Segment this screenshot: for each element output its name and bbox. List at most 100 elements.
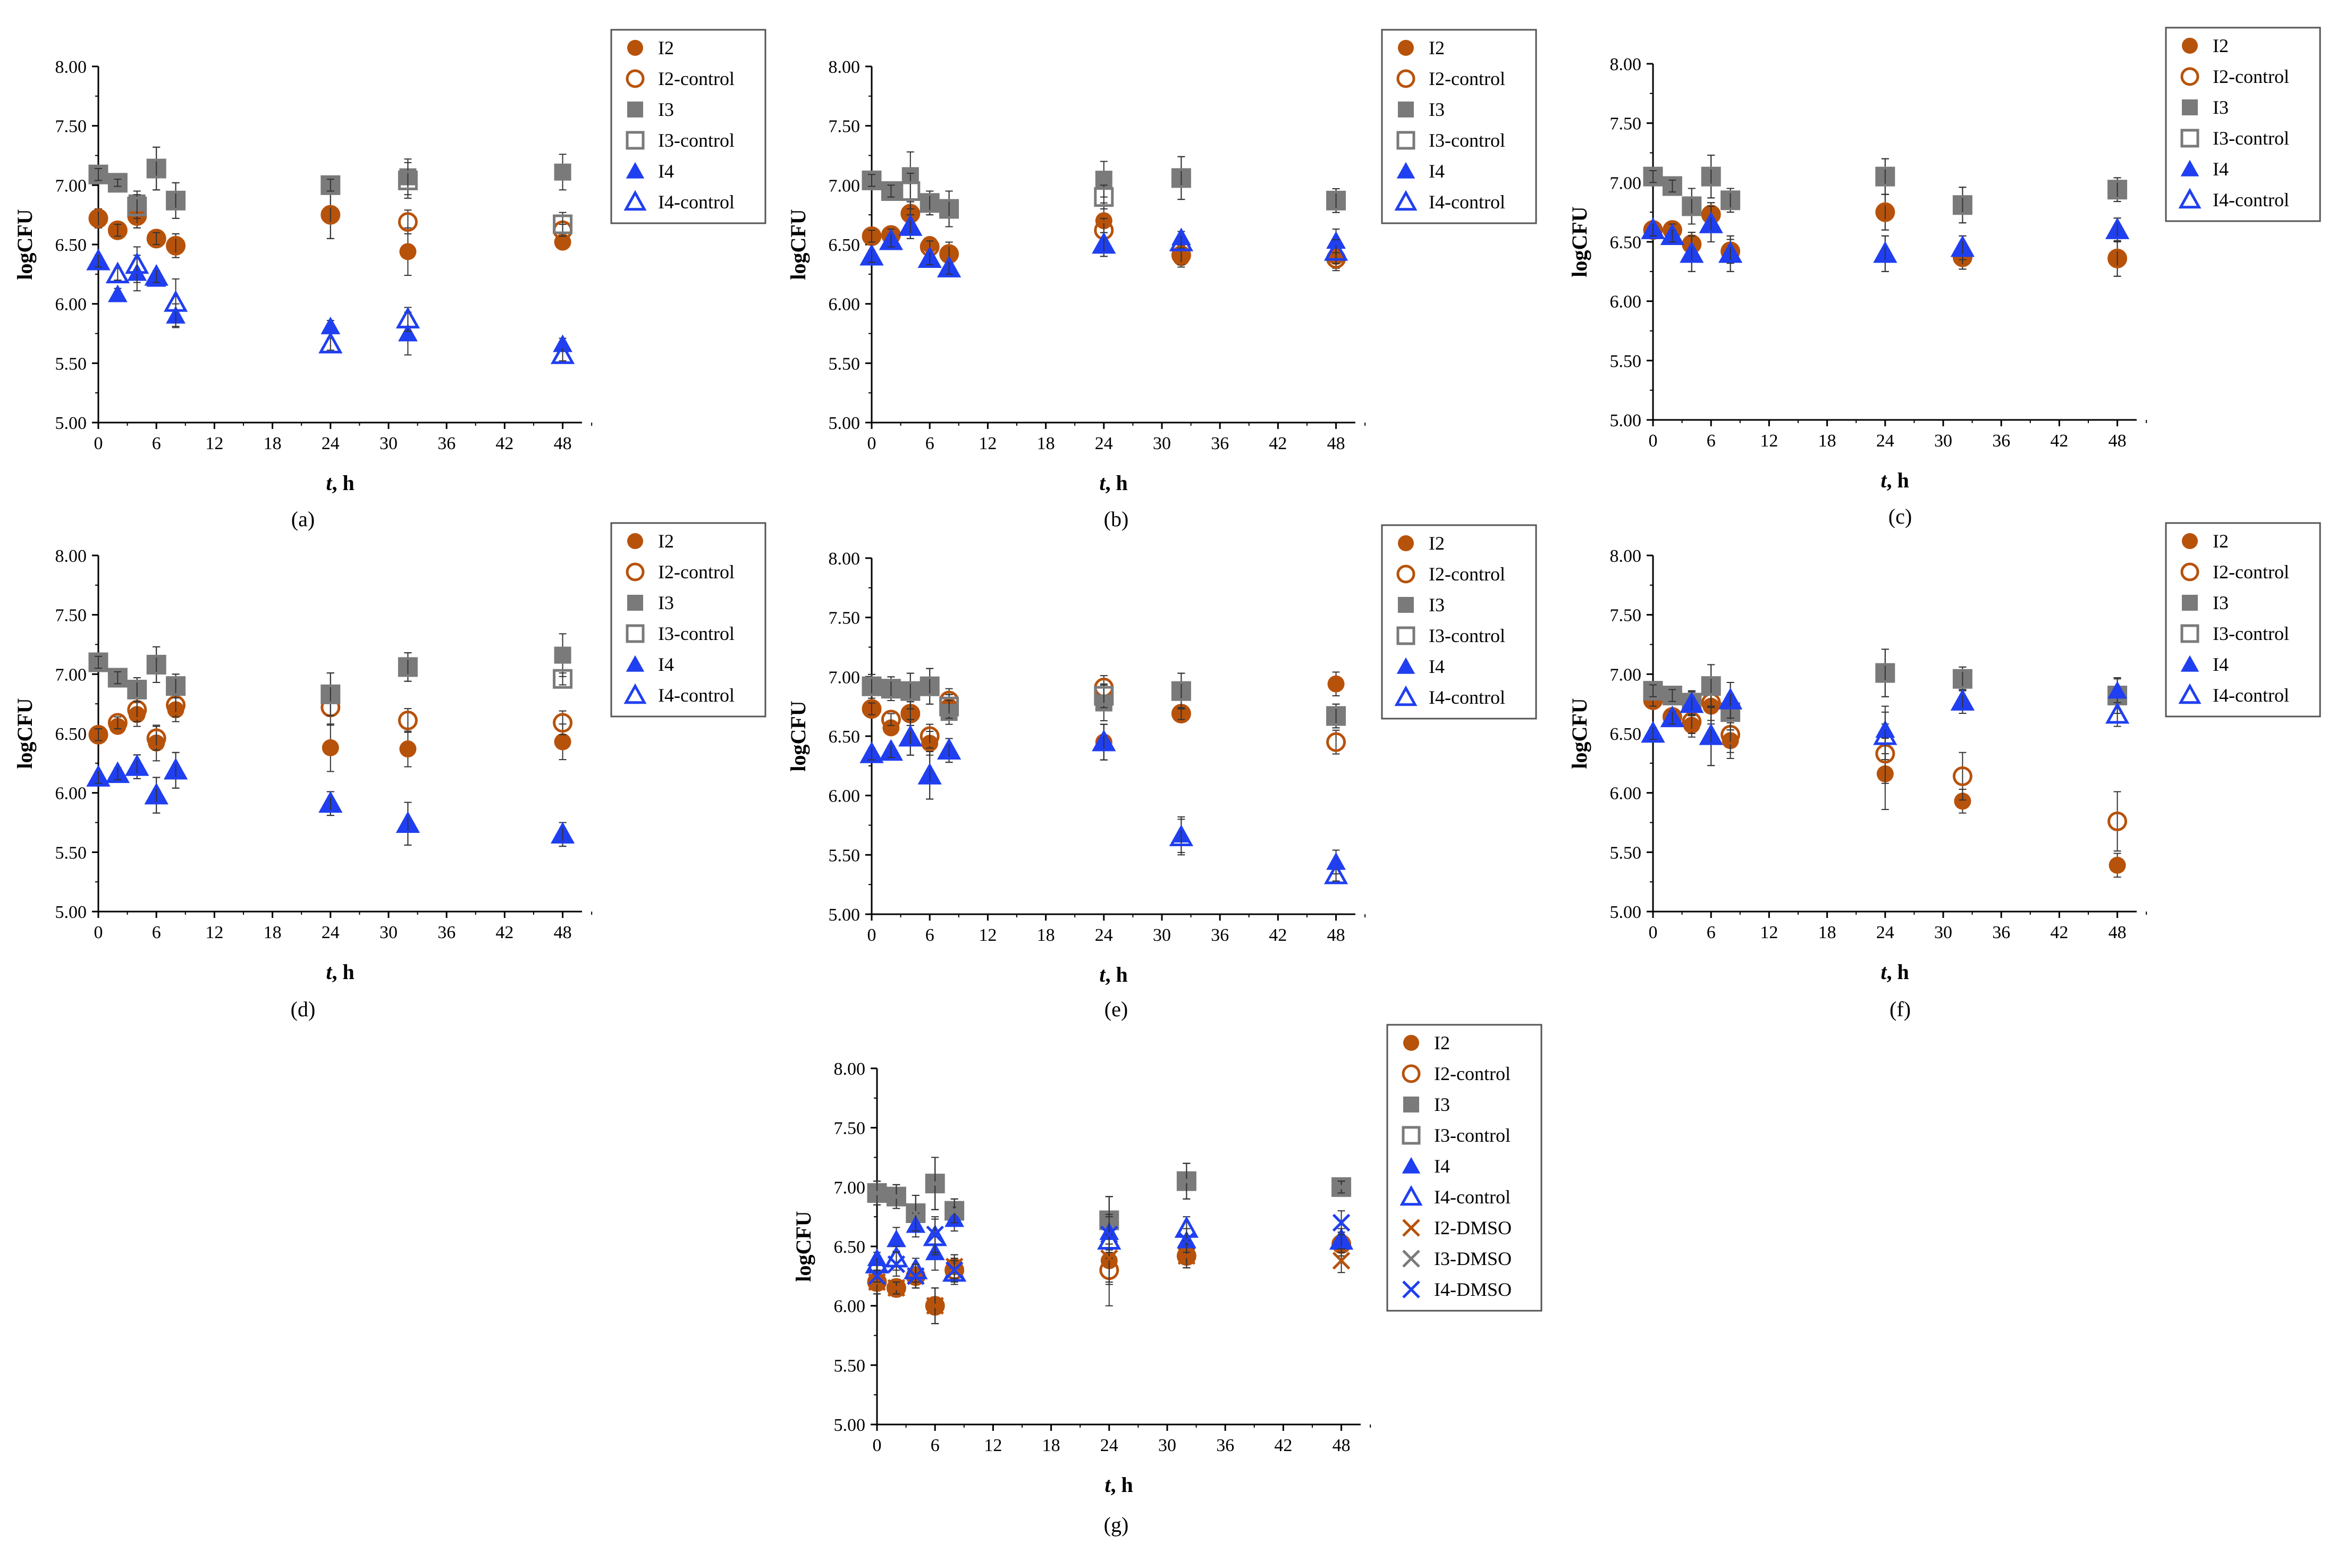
data-point-I3-control <box>939 696 959 716</box>
legend-marker-I2-control <box>1396 69 1415 88</box>
panel-d: 5.00 5.50 6.00 6.50 7.00 7.50 8.00 0 6 12 18 24 30 36… <box>13 522 766 1021</box>
data-point-I3-control <box>881 181 901 201</box>
legend-marker-I2 <box>1403 1035 1419 1051</box>
series-I4-control <box>1641 681 2130 766</box>
legend-label: I2-control <box>2213 66 2289 87</box>
series-I2-control <box>88 190 573 258</box>
x-axis-label: t, h <box>1880 468 1909 492</box>
data-point-I4 <box>887 1229 906 1247</box>
y-tick-label: 8.00 <box>1610 55 1642 74</box>
legend-marker-I3 <box>1398 597 1414 613</box>
legend-label: I4-control <box>1429 191 1505 213</box>
series-I4-control <box>859 214 1348 277</box>
x-tick-label: 18 <box>1818 431 1836 451</box>
legend-label: I4-control <box>1429 687 1505 708</box>
legend-marker-I2-control <box>2180 562 2199 581</box>
x-tick-label: 0 <box>873 1436 882 1455</box>
legend-marker-I3-DMSO <box>1402 1250 1420 1268</box>
data-point-I3-control <box>88 164 108 184</box>
data-point-I4-control <box>1873 723 1898 745</box>
data-point-I3-control <box>881 679 901 699</box>
data-point-I4-control <box>550 342 575 364</box>
y-tick-label: 7.50 <box>1610 114 1642 134</box>
series-I4-control <box>86 752 575 847</box>
x-tick-label: 12 <box>205 434 223 453</box>
data-point-I4-control <box>1699 211 1723 233</box>
data-point-I4-control <box>163 290 188 312</box>
data-point-I4-control <box>550 822 575 844</box>
data-point-I4-control <box>1169 229 1194 251</box>
x-tick-label: 36 <box>437 434 456 453</box>
x-tick-label: 42 <box>495 434 513 453</box>
panel-e: 5.00 5.50 6.00 6.50 7.00 7.50 8.00 0 6 12 18 24 30 36… <box>786 524 1537 1021</box>
x-tick-label: 24 <box>1100 1436 1118 1455</box>
data-point-I4-control <box>144 782 168 805</box>
legend-label: I2-control <box>658 68 735 89</box>
data-point-I4-control <box>2105 217 2130 239</box>
data-point-I2 <box>2109 856 2126 874</box>
legend-label: I3-DMSO <box>1434 1248 1512 1269</box>
legend-marker-I4 <box>1402 1157 1421 1174</box>
y-tick-label: 7.50 <box>829 117 861 137</box>
data-point-I3-control <box>107 668 128 688</box>
data-point-I3-DMSO <box>926 1174 944 1193</box>
data-point-I4-control <box>859 243 884 266</box>
data-point-I2-control <box>862 699 882 719</box>
y-tick-label: 8.00 <box>55 546 87 566</box>
legend-label: I2 <box>2213 35 2229 56</box>
legend-marker-I4-control <box>623 190 647 211</box>
y-tick-label: 7.00 <box>1610 665 1642 685</box>
data-point-I3 <box>554 163 571 181</box>
data-point-I4-control <box>105 262 130 284</box>
panel-f: 5.00 5.50 6.00 6.50 7.00 7.50 8.00 0 6 12 18 24 30 36… <box>1567 522 2321 1021</box>
legend-marker-I2-control <box>626 69 645 88</box>
data-point-I4-control <box>86 248 111 271</box>
data-point-I3-control <box>1952 195 1972 215</box>
legend: I2 I2-control I3 I3-control I4 I4-control I2-D… <box>1386 1024 1542 1312</box>
legend-marker-I4-control <box>1394 685 1418 706</box>
data-point-I4 <box>1326 852 1346 870</box>
y-tick-label: 5.00 <box>829 905 861 925</box>
x-tick-label: 30 <box>1934 431 1952 451</box>
y-tick-label: 8.00 <box>55 57 87 77</box>
legend-marker-I4 <box>1396 162 1415 179</box>
x-tick-label: 6 <box>152 434 161 453</box>
data-point-I4-control <box>1873 241 1898 263</box>
data-point-I3-control <box>1326 706 1346 726</box>
x-tick-label: 24 <box>322 923 340 942</box>
x-tick-label: 6 <box>1707 431 1716 451</box>
data-point-I3-control <box>398 657 418 677</box>
data-point-I2-control <box>88 724 108 745</box>
y-tick-label: 5.00 <box>55 903 87 922</box>
data-point-I4 <box>2107 681 2127 699</box>
y-tick-label: 6.00 <box>834 1297 866 1317</box>
legend-label: I2 <box>1429 533 1445 554</box>
y-tick-label: 8.00 <box>1610 546 1642 566</box>
x-tick-label: 36 <box>1992 923 2010 942</box>
legend: I2 I2-control I3 I3-control I4 I4-control <box>1381 524 1537 720</box>
legend-label: I3 <box>2213 592 2229 613</box>
data-point-I3-control <box>146 158 166 179</box>
x-tick-label: 12 <box>1760 431 1778 451</box>
legend-label: I4-control <box>2213 685 2289 706</box>
series-I3-control <box>88 646 573 716</box>
x-tick-label: 6 <box>931 1436 940 1455</box>
x-tick-label: 48 <box>554 434 572 453</box>
data-point-I3-DMSO <box>1332 1178 1351 1196</box>
data-point-I4-control <box>1323 862 1348 884</box>
legend-marker-I3-control <box>626 624 645 643</box>
data-point-I3 <box>554 646 571 664</box>
x-tick-label: 42 <box>2050 923 2068 942</box>
data-point-I4-control <box>859 741 884 763</box>
series-I3-DMSO <box>868 1157 1351 1245</box>
data-point-I4-control <box>1718 241 1743 263</box>
x-tick-label: 0 <box>1649 431 1658 451</box>
x-tick-label: 12 <box>984 1436 1002 1455</box>
legend-marker-I2-control <box>2180 67 2199 86</box>
panel-caption: (c) <box>1888 504 1912 528</box>
legend-label: I3-control <box>658 623 735 644</box>
data-point-I2-control <box>881 710 901 730</box>
series-I4-control <box>86 246 575 364</box>
data-point-I4-control <box>1718 687 1743 710</box>
legend-marker-I3 <box>2182 99 2198 115</box>
